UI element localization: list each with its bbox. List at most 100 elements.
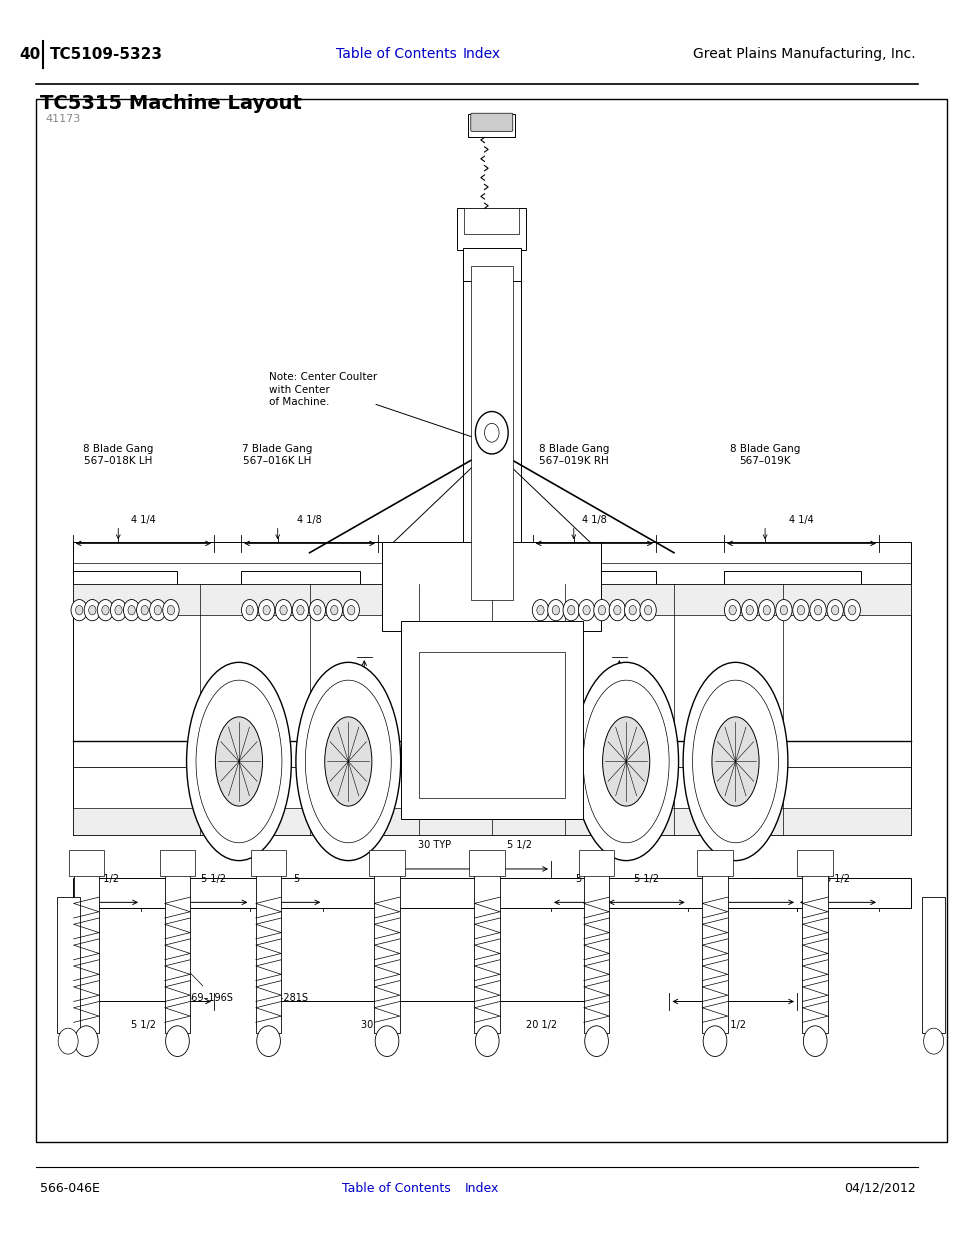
- Circle shape: [154, 605, 161, 615]
- Bar: [701, 866, 727, 1032]
- Ellipse shape: [195, 680, 282, 842]
- Circle shape: [609, 599, 625, 621]
- Text: 41173: 41173: [46, 114, 81, 124]
- Circle shape: [292, 599, 309, 621]
- Text: 5: 5: [293, 873, 298, 883]
- Circle shape: [567, 605, 575, 615]
- Bar: [369, 850, 404, 877]
- Bar: [56, 897, 79, 1032]
- Text: 5 1/2: 5 1/2: [824, 873, 850, 883]
- Ellipse shape: [711, 716, 759, 806]
- Circle shape: [150, 599, 166, 621]
- Bar: [69, 850, 104, 877]
- Text: 5 1/2: 5 1/2: [131, 1020, 155, 1030]
- Circle shape: [347, 605, 355, 615]
- Bar: [723, 587, 860, 634]
- Circle shape: [562, 599, 578, 621]
- Circle shape: [728, 605, 736, 615]
- Bar: [697, 850, 732, 877]
- Circle shape: [58, 1029, 78, 1055]
- Circle shape: [314, 605, 321, 615]
- Bar: [374, 866, 399, 1032]
- Text: 8 Blade Gang
567–019K RH: 8 Blade Gang 567–019K RH: [538, 443, 608, 466]
- Circle shape: [163, 599, 179, 621]
- Circle shape: [628, 605, 636, 615]
- Circle shape: [843, 599, 860, 621]
- Text: 11 3/4: 11 3/4: [633, 741, 663, 751]
- Bar: [723, 571, 860, 650]
- Text: Table of Contents: Table of Contents: [341, 1182, 450, 1194]
- Bar: [583, 866, 609, 1032]
- Circle shape: [814, 605, 821, 615]
- Bar: [462, 235, 520, 631]
- Ellipse shape: [692, 680, 778, 842]
- Bar: [72, 584, 910, 615]
- Ellipse shape: [215, 716, 262, 806]
- Circle shape: [723, 599, 740, 621]
- Text: 5 1/2: 5 1/2: [201, 873, 226, 883]
- Circle shape: [762, 605, 770, 615]
- Circle shape: [74, 1026, 98, 1056]
- Text: Note: Center Coulter
with Center
of Machine.: Note: Center Coulter with Center of Mach…: [269, 372, 376, 408]
- Circle shape: [84, 599, 100, 621]
- Bar: [241, 571, 359, 650]
- Text: 4 1/4: 4 1/4: [131, 515, 155, 525]
- Text: Table of Contents: Table of Contents: [335, 47, 456, 62]
- Circle shape: [639, 599, 656, 621]
- Circle shape: [758, 599, 774, 621]
- Bar: [251, 850, 286, 877]
- Ellipse shape: [573, 662, 678, 861]
- Circle shape: [275, 599, 292, 621]
- Ellipse shape: [602, 716, 649, 806]
- Circle shape: [97, 599, 113, 621]
- Bar: [578, 850, 614, 877]
- Bar: [922, 897, 944, 1032]
- Text: 04/12/2012: 04/12/2012: [843, 1182, 915, 1194]
- Circle shape: [578, 599, 594, 621]
- Circle shape: [141, 605, 149, 615]
- Bar: [468, 115, 515, 137]
- Bar: [400, 620, 582, 819]
- Bar: [456, 209, 526, 251]
- Text: 30 TYP: 30 TYP: [417, 840, 451, 850]
- Circle shape: [475, 1026, 498, 1056]
- Circle shape: [128, 605, 135, 615]
- Circle shape: [484, 424, 498, 442]
- Circle shape: [375, 1026, 398, 1056]
- Circle shape: [123, 599, 140, 621]
- Text: 566-046E: 566-046E: [40, 1182, 100, 1194]
- Circle shape: [792, 599, 808, 621]
- Circle shape: [241, 599, 257, 621]
- Circle shape: [532, 599, 548, 621]
- Ellipse shape: [682, 662, 787, 861]
- Circle shape: [745, 605, 753, 615]
- Ellipse shape: [582, 680, 668, 842]
- Bar: [72, 542, 910, 584]
- Bar: [72, 809, 910, 835]
- Text: 5 1/2: 5 1/2: [720, 1020, 745, 1030]
- Bar: [474, 866, 499, 1032]
- FancyBboxPatch shape: [470, 114, 513, 131]
- Text: 8 Blade Gang
567–019K: 8 Blade Gang 567–019K: [729, 443, 800, 466]
- Circle shape: [593, 599, 610, 621]
- Bar: [532, 587, 655, 634]
- Text: 7 Blade Gang
567–016K LH: 7 Blade Gang 567–016K LH: [242, 443, 313, 466]
- Circle shape: [75, 605, 83, 615]
- Text: 4 1/8: 4 1/8: [297, 515, 321, 525]
- Bar: [241, 587, 359, 634]
- Bar: [36, 99, 946, 1142]
- Text: TC5315 Machine Layout: TC5315 Machine Layout: [40, 94, 302, 114]
- Text: 5 1/2: 5 1/2: [94, 873, 119, 883]
- Ellipse shape: [187, 662, 291, 861]
- Text: 5 1/2: 5 1/2: [506, 840, 531, 850]
- Circle shape: [136, 599, 152, 621]
- Circle shape: [624, 599, 640, 621]
- Circle shape: [740, 599, 757, 621]
- Circle shape: [848, 605, 855, 615]
- Circle shape: [102, 605, 109, 615]
- Bar: [73, 866, 99, 1032]
- Bar: [418, 652, 564, 798]
- Circle shape: [809, 599, 825, 621]
- Circle shape: [582, 605, 590, 615]
- Circle shape: [537, 605, 543, 615]
